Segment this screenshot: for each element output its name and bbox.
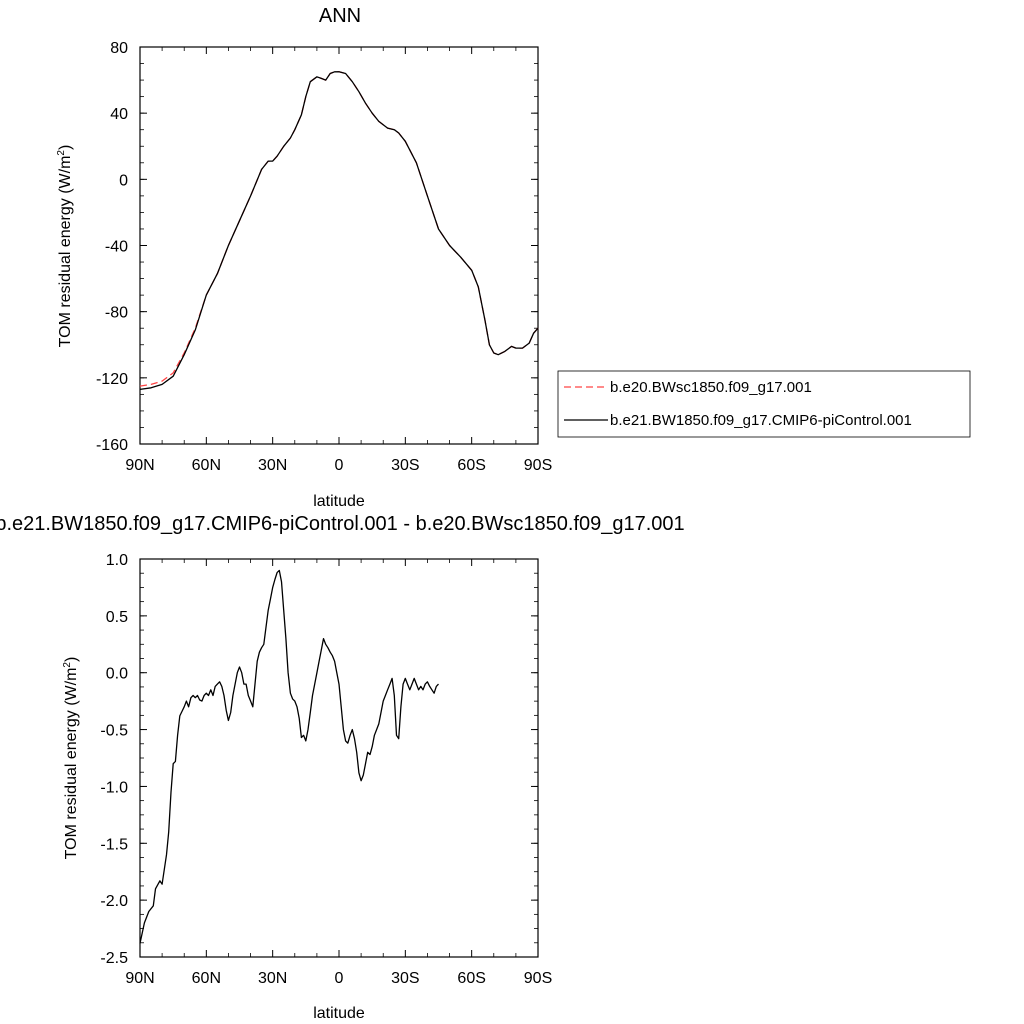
top-series-lines bbox=[139, 71, 539, 391]
x-tick-label: 0 bbox=[335, 457, 344, 474]
top-y-axis-label: TOM residual energy (W/m2) bbox=[56, 145, 74, 348]
y-tick-label: 0.0 bbox=[106, 666, 128, 683]
bottom-y-tick-labels: 1.0 0.5 0.0 -0.5 -1.0 -1.5 -2.0 -2.5 bbox=[100, 552, 128, 967]
top-x-tick-labels: 90N 60N 30N 0 30S 60S 90S bbox=[125, 457, 552, 474]
y-tick-label: -2.5 bbox=[100, 950, 128, 967]
y-tick-label: 1.0 bbox=[106, 552, 128, 569]
top-x-axis-label: latitude bbox=[313, 493, 365, 510]
x-tick-label: 60S bbox=[457, 970, 485, 987]
series-line-2 bbox=[139, 71, 539, 391]
bottom-series-lines bbox=[139, 569, 439, 944]
bottom-x-tick-labels: 90N 60N 30N 0 30S 60S 90S bbox=[125, 970, 552, 987]
top-plot-frame bbox=[139, 46, 539, 445]
y-tick-label: 0.5 bbox=[106, 609, 128, 626]
x-tick-label: 90N bbox=[125, 970, 154, 987]
x-tick-label: 90S bbox=[524, 457, 552, 474]
y-tick-label: -40 bbox=[105, 239, 128, 256]
bottom-plot-frame bbox=[139, 558, 539, 958]
series-line-1 bbox=[139, 71, 539, 387]
y-tick-label: -120 bbox=[96, 371, 128, 388]
legend-entry-series-1: b.e20.BWsc1850.f09_g17.001 bbox=[610, 379, 812, 396]
bottom-chart: b.e21.BW1850.f09_g17.CMIP6-piControl.001… bbox=[0, 513, 685, 1022]
x-tick-label: 90S bbox=[524, 970, 552, 987]
series-line-1 bbox=[139, 569, 439, 944]
x-tick-label: 0 bbox=[335, 970, 344, 987]
legend: b.e20.BWsc1850.f09_g17.001 b.e21.BW1850.… bbox=[557, 370, 971, 438]
x-tick-label: 30S bbox=[391, 970, 419, 987]
y-tick-label: 80 bbox=[110, 40, 128, 57]
top-y-axis-label-main: TOM residual energy (W/m bbox=[57, 156, 74, 348]
x-tick-label: 30N bbox=[258, 970, 287, 987]
x-tick-label: 90N bbox=[125, 457, 154, 474]
x-tick-label: 30S bbox=[391, 457, 419, 474]
top-chart-title: ANN bbox=[319, 5, 361, 27]
x-tick-label: 60N bbox=[192, 970, 221, 987]
y-tick-label: -1.0 bbox=[100, 779, 128, 796]
y-tick-label: -1.5 bbox=[100, 836, 128, 853]
bottom-chart-title: b.e21.BW1850.f09_g17.CMIP6-piControl.001… bbox=[0, 513, 685, 535]
y-tick-label: 0 bbox=[119, 172, 128, 189]
bottom-x-axis-label: latitude bbox=[313, 1005, 365, 1022]
y-tick-label: -2.0 bbox=[100, 893, 128, 910]
bottom-y-axis-label-close: ) bbox=[63, 657, 80, 662]
x-tick-label: 60S bbox=[457, 457, 485, 474]
bottom-tick-marks bbox=[139, 558, 539, 958]
y-tick-label: 40 bbox=[110, 106, 128, 123]
x-tick-label: 60N bbox=[192, 457, 221, 474]
legend-entry-series-2: b.e21.BW1850.f09_g17.CMIP6-piControl.001 bbox=[610, 412, 912, 429]
bottom-y-axis-label: TOM residual energy (W/m2) bbox=[62, 657, 80, 860]
top-y-tick-labels: 80 40 0 -40 -80 -120 -160 bbox=[96, 40, 128, 454]
bottom-y-axis-label-sup: 2 bbox=[62, 662, 73, 668]
top-tick-marks bbox=[139, 46, 539, 445]
x-tick-label: 30N bbox=[258, 457, 287, 474]
y-tick-label: -160 bbox=[96, 437, 128, 454]
y-tick-label: -0.5 bbox=[100, 723, 128, 740]
y-tick-label: -80 bbox=[105, 305, 128, 322]
legend-box bbox=[557, 370, 971, 438]
top-y-axis-label-sup: 2 bbox=[56, 150, 67, 156]
top-y-axis-label-close: ) bbox=[57, 145, 74, 150]
top-chart: ANN 90N 60N 30N 0 30S 60S 90S 80 40 0 -40 -80 -120 -… bbox=[56, 5, 552, 510]
bottom-y-axis-label-main: TOM residual energy (W/m bbox=[63, 668, 80, 860]
